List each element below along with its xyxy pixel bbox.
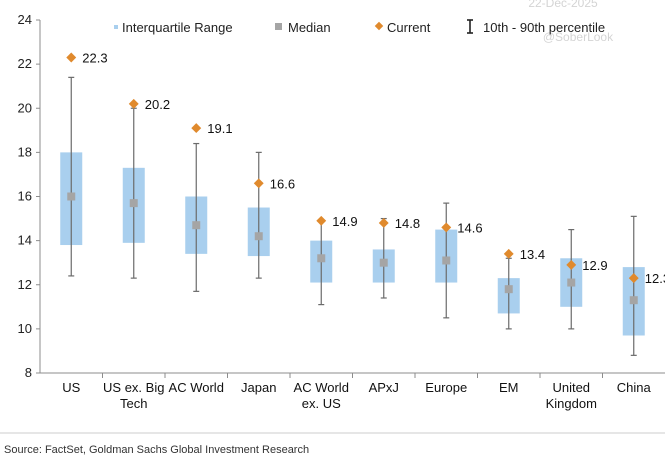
- current-marker: [191, 123, 202, 134]
- y-tick-label: 22: [18, 56, 32, 71]
- current-marker: [253, 178, 264, 189]
- category-label-line: US ex. Big: [103, 380, 164, 395]
- current-marker: [441, 222, 452, 233]
- plot-area: 8 10 12 14 16 18 20 22 24 22.3 US 20.2 US ex. Big Tec…: [18, 12, 665, 411]
- legend-median-swatch: [275, 23, 282, 30]
- legend-current-swatch: [374, 21, 384, 31]
- category-label: EM: [499, 380, 519, 395]
- median-marker: [317, 254, 326, 263]
- category-label: Europe: [425, 380, 467, 395]
- category-label: AC World ex. US: [294, 380, 349, 411]
- median-marker: [379, 258, 388, 267]
- y-tick-label: 18: [18, 144, 32, 159]
- current-value-label: 13.4: [520, 247, 545, 262]
- current-marker: [128, 98, 139, 109]
- legend-median-label: Median: [288, 20, 331, 35]
- median-marker: [67, 192, 76, 201]
- category-label-line: AC World: [169, 380, 224, 395]
- category-label: China: [617, 380, 652, 395]
- category-label-line: United: [552, 380, 590, 395]
- current-value-label: 14.9: [332, 214, 357, 229]
- current-marker: [316, 215, 327, 226]
- category-label: APxJ: [369, 380, 399, 395]
- legend-iqr-label: Interquartile Range: [122, 20, 233, 35]
- category-label-line: EM: [499, 380, 519, 395]
- y-tick-label: 24: [18, 12, 32, 27]
- current-marker: [503, 248, 514, 259]
- category-label-line: APxJ: [369, 380, 399, 395]
- watermark-date: 22-Dec-2025: [528, 0, 598, 10]
- category-label: Japan: [241, 380, 276, 395]
- current-value-label: 19.1: [207, 121, 232, 136]
- category-label-line: Kingdom: [546, 396, 597, 411]
- current-marker: [66, 52, 77, 63]
- y-tick-label: 20: [18, 100, 32, 115]
- category-label-line: ex. US: [302, 396, 341, 411]
- current-value-label: 14.8: [395, 216, 420, 231]
- y-tick-label: 10: [18, 321, 32, 336]
- legend-range-label: 10th - 90th percentile: [483, 20, 605, 35]
- category-label-line: US: [62, 380, 80, 395]
- current-value-label: 12.9: [582, 258, 607, 273]
- median-marker: [567, 278, 576, 287]
- median-marker: [504, 285, 513, 294]
- median-marker: [629, 296, 638, 305]
- y-tick-label: 16: [18, 189, 32, 204]
- current-marker: [378, 218, 389, 228]
- legend-current-label: Current: [387, 20, 431, 35]
- category-label: United Kingdom: [546, 380, 597, 411]
- current-value-label: 22.3: [82, 51, 107, 66]
- y-tick-label: 12: [18, 277, 32, 292]
- median-marker: [129, 199, 138, 208]
- category-label-line: AC World: [294, 380, 349, 395]
- category-label: US ex. Big Tech: [103, 380, 164, 411]
- median-marker: [442, 256, 451, 265]
- current-value-label: 14.6: [457, 220, 482, 235]
- current-marker: [566, 259, 577, 270]
- category-label: AC World: [169, 380, 224, 395]
- median-marker: [192, 221, 201, 230]
- legend: Interquartile Range Median Current 10th …: [114, 19, 605, 35]
- category-label-line: Europe: [425, 380, 467, 395]
- legend-iqr-swatch: [114, 25, 118, 29]
- category-label-line: Japan: [241, 380, 276, 395]
- current-value-label: 16.6: [270, 176, 295, 191]
- y-tick-label: 8: [25, 365, 32, 380]
- watermark-handle: @SoberLook: [543, 30, 614, 44]
- category-label-line: Tech: [120, 396, 147, 411]
- current-value-label: 20.2: [145, 97, 170, 112]
- y-tick-label: 14: [18, 233, 32, 248]
- source-note: Source: FactSet, Goldman Sachs Global In…: [4, 444, 309, 456]
- category-label-line: China: [617, 380, 652, 395]
- median-marker: [254, 232, 263, 241]
- category-label: US: [62, 380, 80, 395]
- current-value-label: 12.3: [645, 271, 665, 286]
- legend-range-icon: [467, 19, 473, 34]
- current-marker: [628, 273, 639, 284]
